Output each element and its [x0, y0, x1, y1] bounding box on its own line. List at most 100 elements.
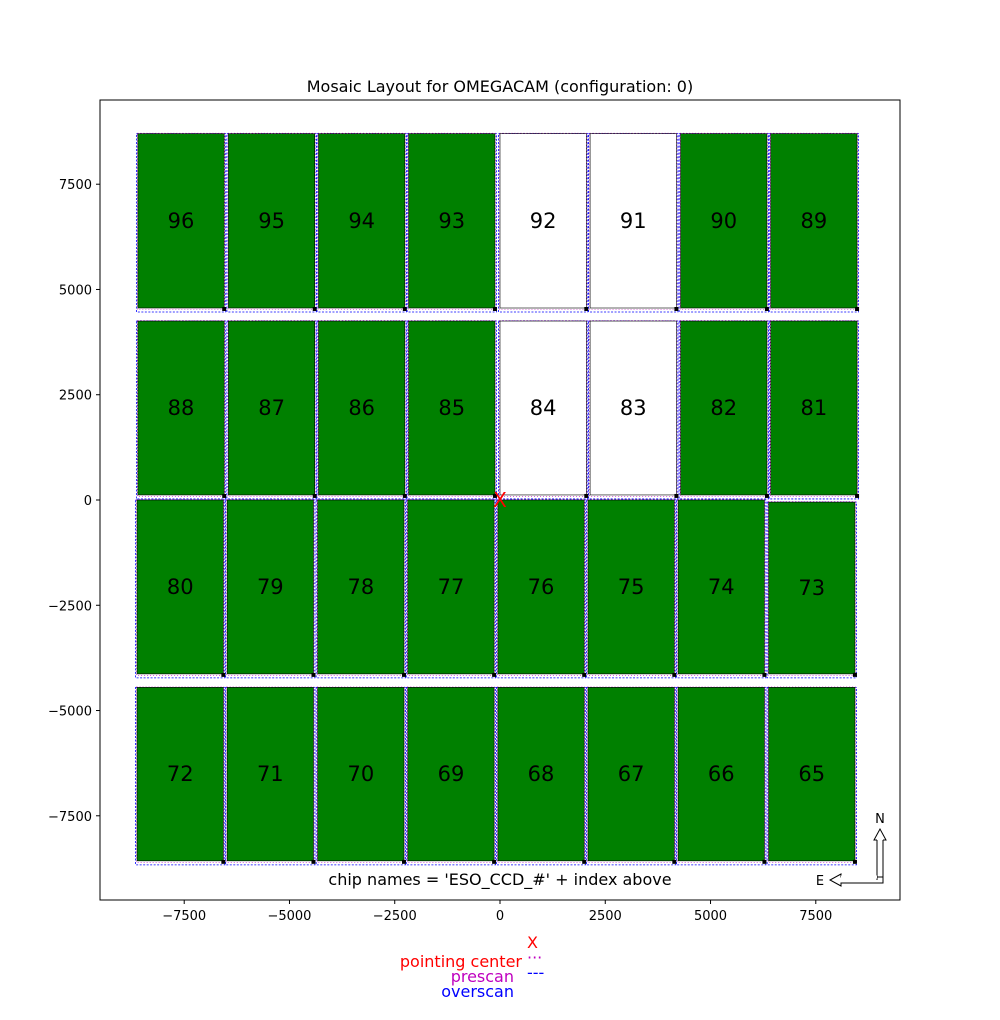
chip-68-label: 68	[528, 762, 555, 786]
chip-76-overscan	[495, 499, 587, 679]
chip-81-label: 81	[801, 396, 828, 420]
legend-pointing-center: pointing center	[0, 933, 522, 990]
x-tick-label: 5000	[694, 909, 727, 924]
chip-70-label: 70	[347, 762, 374, 786]
chip-91-overscan	[588, 133, 679, 313]
x-tick-label: −2500	[373, 909, 417, 924]
chip-71-prescan	[226, 686, 315, 863]
chip-73-body	[768, 501, 856, 675]
x-tick-label: 0	[496, 909, 504, 924]
chip-93-body	[408, 133, 496, 309]
chip-83-overscan	[588, 320, 679, 500]
chip-67-body	[587, 687, 675, 862]
legend-overscan-label: overscan	[441, 982, 514, 1001]
chip-76: 76	[495, 499, 587, 679]
chip-70-body	[317, 687, 405, 862]
chip-78-body	[317, 499, 405, 675]
chip-65: 65	[766, 686, 857, 866]
chip-87-prescan	[227, 320, 316, 497]
chip-89-label: 89	[801, 209, 828, 233]
chip-76-prescan	[497, 499, 586, 676]
chip-89-body	[770, 133, 858, 309]
chip-77-overscan	[405, 499, 497, 679]
chip-76-readout-marker	[582, 672, 587, 677]
chip-78-readout-marker	[402, 672, 406, 677]
chip-84-prescan	[499, 320, 588, 497]
chip-69-prescan	[406, 686, 495, 863]
chip-84-readout-marker	[584, 493, 589, 498]
chip-82: 82	[678, 320, 769, 500]
y-tick-label: −2500	[48, 599, 92, 614]
y-tick-label: 5000	[59, 283, 92, 298]
chip-85-body	[408, 320, 496, 496]
chip-94: 94	[316, 132, 407, 313]
chip-84-label: 84	[530, 396, 557, 420]
chip-90-body	[680, 133, 768, 309]
chip-87: 87	[226, 320, 317, 500]
chip-72-overscan	[135, 686, 226, 866]
chip-88-prescan	[137, 320, 226, 497]
chip-85-prescan	[407, 320, 496, 497]
chip-78-overscan	[315, 499, 406, 679]
chip-75: 75	[586, 499, 677, 679]
chip-81: 81	[768, 320, 860, 500]
chip-68-body	[497, 687, 585, 862]
chip-90-readout-marker	[764, 307, 769, 311]
chip-87-label: 87	[258, 396, 285, 420]
chip-65-prescan	[767, 686, 856, 863]
legend: pointing center X prescan ··· overscan -…	[0, 933, 1000, 1001]
chip-79-label: 79	[257, 575, 284, 599]
chip-73-prescan	[767, 501, 856, 676]
chip-85-overscan	[406, 320, 497, 500]
legend-pointing-center-label: pointing center	[399, 952, 522, 971]
chip-90: 90	[678, 132, 769, 313]
chip-84: 84	[498, 320, 589, 500]
chip-79-body	[226, 499, 314, 675]
x-tick-label: 7500	[799, 909, 832, 924]
chip-76-label: 76	[528, 575, 555, 599]
chip-69: 69	[405, 686, 497, 866]
chip-96-body	[137, 133, 225, 309]
chip-88-body	[137, 320, 225, 496]
chip-80-prescan	[136, 499, 225, 676]
chip-86-prescan	[317, 320, 406, 497]
chip-92-label: 92	[530, 209, 557, 233]
chip-74-label: 74	[708, 575, 735, 599]
chip-94-readout-marker	[402, 307, 407, 311]
chip-89-readout-marker	[855, 307, 860, 311]
chip-78-prescan	[316, 499, 405, 676]
chip-82-prescan	[679, 320, 768, 497]
chip-94-body	[318, 133, 406, 309]
chip-91-readout-marker	[674, 307, 679, 311]
chip-68: 68	[495, 686, 587, 866]
compass-north-label: N	[875, 812, 885, 827]
legend-pointing-center-symbol: X	[527, 933, 538, 952]
chip-71-label: 71	[257, 762, 284, 786]
chip-83-body	[589, 320, 677, 496]
chip-78: 78	[315, 499, 406, 679]
chip-95-overscan	[226, 133, 317, 313]
chip-66-body	[677, 687, 765, 862]
chip-75-readout-marker	[672, 672, 677, 677]
chip-89-overscan	[768, 133, 859, 313]
y-tick-label: −5000	[48, 705, 92, 720]
chip-70-readout-marker	[402, 859, 406, 864]
chip-83-readout-marker	[674, 493, 679, 498]
chip-87-overscan	[226, 320, 317, 500]
legend-prescan: prescan	[0, 948, 514, 1005]
chip-75-label: 75	[618, 575, 645, 599]
chip-78-label: 78	[347, 575, 374, 599]
chip-86-label: 86	[348, 396, 375, 420]
chip-69-overscan	[405, 686, 497, 866]
chip-81-readout-marker	[855, 493, 860, 498]
chip-67: 67	[586, 686, 677, 866]
chip-92-overscan	[498, 133, 589, 313]
chip-88-readout-marker	[222, 493, 227, 498]
chip-95: 95	[226, 132, 317, 313]
chip-95-readout-marker	[312, 307, 317, 311]
chip-71-readout-marker	[311, 859, 316, 864]
legend-overscan-symbol: ---	[527, 963, 545, 982]
chip-74-readout-marker	[762, 672, 767, 677]
chip-77-prescan	[406, 499, 495, 676]
chip-71-body	[226, 687, 314, 862]
